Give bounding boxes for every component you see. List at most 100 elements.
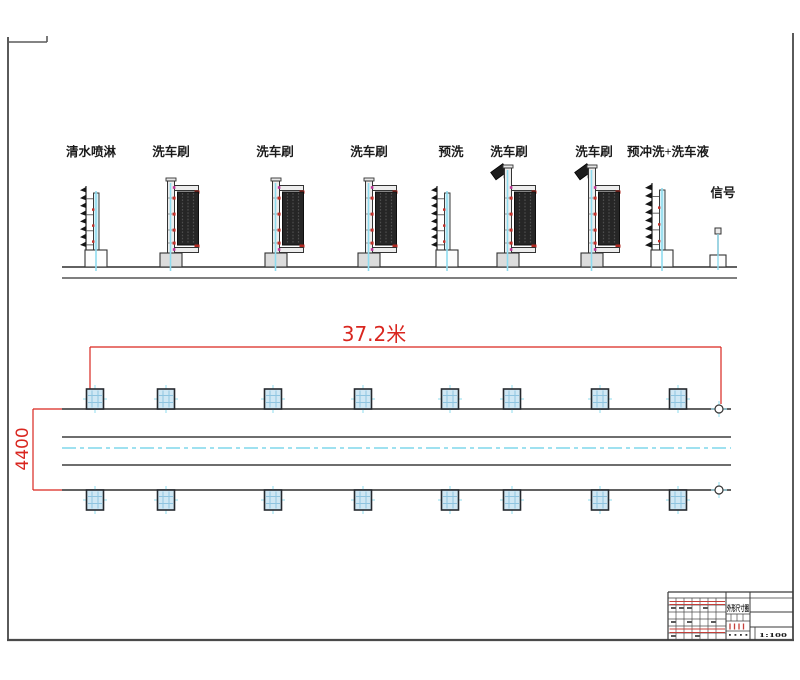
brush-bottom-arm	[174, 247, 199, 253]
square-body	[156, 388, 176, 410]
arm-joint-mark	[277, 248, 281, 251]
machine-signal	[709, 227, 727, 270]
square-body	[502, 489, 522, 511]
tb-micro-text-mark	[703, 607, 708, 609]
nozzle-tip	[645, 208, 652, 215]
brush-top-arm	[595, 185, 620, 191]
title-block: 外形尺寸图 1:100	[667, 591, 793, 640]
machine-label: 预冲洗+洗车液	[627, 144, 710, 159]
arm-joint-mark	[370, 248, 374, 251]
post-red-mark	[172, 212, 176, 216]
post-red-mark	[658, 206, 661, 209]
post-red-mark	[92, 240, 95, 243]
machine-spray	[431, 186, 459, 271]
machine-label: 洗车刷	[490, 144, 528, 159]
nozzle-tip	[645, 233, 652, 240]
plan-anchor-square	[83, 486, 107, 514]
arm-joint-mark	[593, 248, 597, 251]
tb-micro-text-mark	[671, 621, 676, 623]
post-red-mark	[593, 228, 597, 232]
machine-brush_light	[574, 163, 621, 271]
plan-view: 37.2米 4400	[13, 322, 731, 514]
brush-top-arm	[279, 185, 304, 191]
nozzle-tip	[431, 194, 437, 201]
machine-label: 洗车刷	[152, 144, 190, 159]
brush-bottom-arm	[279, 247, 304, 253]
tb-micro-text-mark	[671, 635, 676, 637]
nozzle-tip	[645, 200, 652, 207]
nozzle-tip	[80, 194, 86, 201]
marker-circle	[714, 485, 724, 495]
tb-dot-mark	[729, 634, 731, 636]
square-body	[668, 388, 688, 410]
tb-dot-mark	[734, 634, 737, 636]
post-red-mark	[277, 228, 281, 232]
nozzle-tip	[431, 202, 437, 208]
brush-hanger-bottom	[194, 244, 200, 248]
drawing-scale-text: 1:100	[759, 632, 787, 639]
square-body	[668, 489, 688, 511]
square-body	[353, 388, 373, 410]
nozzle-tip	[80, 233, 86, 240]
tb-micro-text-mark	[711, 621, 716, 623]
square-body	[353, 489, 373, 511]
machine-brush	[159, 177, 200, 271]
arm-joint-mark	[593, 186, 597, 189]
tb-micro-text-mark	[679, 607, 684, 609]
machine-label: 洗车刷	[350, 144, 388, 159]
post-red-mark	[593, 241, 597, 245]
post-red-mark	[443, 208, 446, 211]
post-red-mark	[370, 228, 374, 232]
machine-label: 洗车刷	[575, 144, 613, 159]
plan-anchor-square	[438, 385, 462, 413]
nozzle-tip	[431, 241, 437, 247]
machine-spray	[80, 186, 108, 271]
nozzle-tip	[80, 226, 86, 232]
nozzle-tip	[645, 241, 652, 248]
machine-brush	[357, 177, 398, 271]
plan-anchor-square	[500, 486, 524, 514]
tb-micro-text-mark	[671, 607, 676, 609]
post-red-mark	[277, 196, 281, 200]
post-red-mark	[509, 196, 513, 200]
nozzle-tip	[80, 218, 86, 224]
post-red-mark	[593, 196, 597, 200]
machine-label: 预洗	[438, 144, 464, 159]
nozzle-tip	[80, 187, 86, 193]
machine-brush	[264, 177, 305, 271]
arm-joint-mark	[172, 248, 176, 251]
nozzle-tip	[431, 210, 437, 216]
marker-circle	[714, 404, 724, 414]
square-body	[156, 489, 176, 511]
plan-signal-marker	[711, 401, 727, 417]
post-red-mark	[370, 241, 374, 245]
square-body	[263, 388, 283, 410]
nozzle-tip	[431, 226, 437, 232]
signal-head	[714, 227, 722, 235]
post-red-mark	[593, 212, 597, 216]
plan-anchor-square	[261, 385, 285, 413]
plan-anchor-square	[588, 385, 612, 413]
plan-anchor-square	[588, 486, 612, 514]
nozzle-tip	[645, 225, 652, 232]
brush-hanger-bottom	[299, 244, 305, 248]
tb-micro-text-mark	[687, 621, 692, 623]
drawing-frame	[7, 33, 794, 642]
plan-anchor-square	[261, 486, 285, 514]
post-red-mark	[509, 228, 513, 232]
post-red-mark	[370, 196, 374, 200]
tb-dot-mark	[740, 634, 742, 636]
post-red-mark	[172, 196, 176, 200]
brush-top-arm	[511, 185, 536, 191]
plan-signal-marker	[711, 482, 727, 498]
tb-dot-mark	[745, 634, 748, 636]
brush-bottom-arm	[372, 247, 397, 253]
post-red-mark	[658, 239, 661, 243]
brush-hanger-bottom	[531, 244, 537, 248]
nozzle-tip	[80, 241, 86, 247]
arm-joint-mark	[277, 186, 281, 189]
plan-anchor-square	[351, 385, 375, 413]
arm-joint-mark	[509, 248, 513, 251]
